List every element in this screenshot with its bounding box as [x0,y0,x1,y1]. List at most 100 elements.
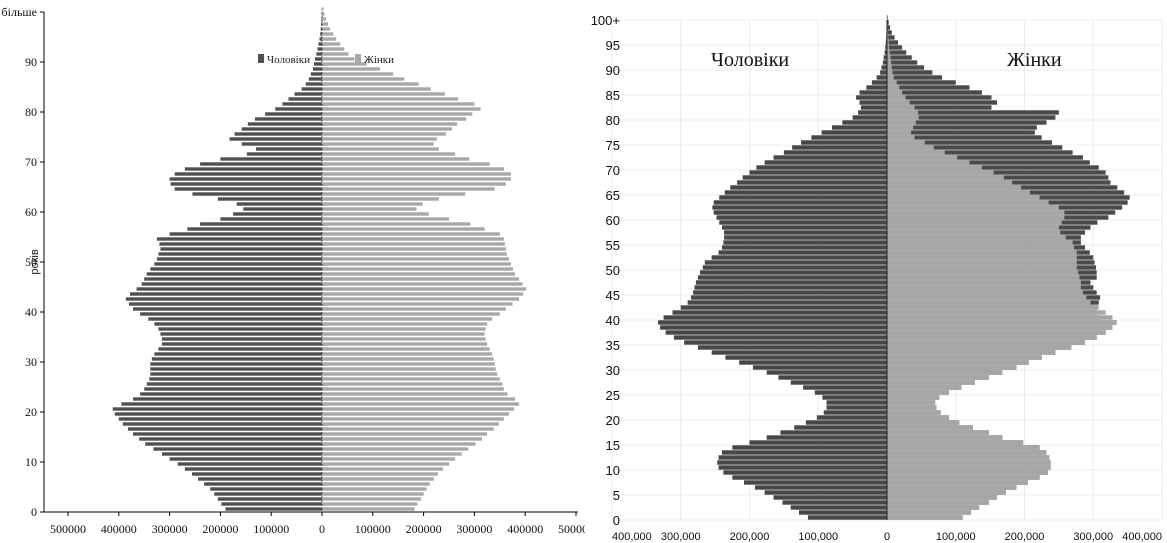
left-female-bar [322,92,445,96]
right-female-excess-bar [887,50,907,55]
left-female-bar [322,292,524,296]
left-female-bar [322,72,394,76]
left-male-bar [317,47,322,51]
left-male-bar [114,412,323,416]
left-male-bar [158,327,322,331]
right-female-bar [887,465,1051,470]
left-male-bar [313,62,322,66]
left-male-bar [125,297,322,301]
right-male-bar [884,50,887,55]
right-female-excess-bar [887,150,1073,155]
right-male-bar [826,405,887,410]
right-female-bar [887,445,1040,450]
right-y-tick-label: 75 [606,138,620,153]
right-female-bar [887,55,891,60]
left-male-bar [133,307,322,311]
right-female-bar [887,275,1080,280]
left-male-bar [158,347,322,351]
right-female-bar [887,400,936,405]
right-male-bar [718,465,887,470]
right-y-tick-label: 80 [606,113,620,128]
right-female-bar [887,145,934,150]
left-female-bar [322,102,475,106]
left-male-bar [145,442,322,446]
right-female-excess-bar [887,145,1063,150]
left-female-bar [322,287,527,291]
left-x-tick-label: 400000 [507,522,543,536]
right-y-tick-labels: 0 5 10 15 20 25 30 35 40 45 50 55 60 65 70 75 80 85 90 95 10… [591,13,620,528]
right-female-excess-bar [887,15,888,20]
right-female-bar [887,40,889,45]
right-male-bar [885,40,887,45]
right-female-bar [887,160,970,165]
right-female-bar [887,240,1073,245]
left-male-bar [154,322,322,326]
left-male-bar [140,392,322,396]
left-male-bar [121,402,322,406]
right-male-bar [871,80,887,85]
right-female-bar [887,220,1062,225]
left-female-bar [322,217,449,221]
right-male-bar [742,175,887,180]
left-male-bar [321,17,322,21]
right-male-bar [665,330,887,335]
right-female-bar [887,405,937,410]
right-y-tick-label: 30 [606,363,620,378]
left-female-bar [322,262,511,266]
right-female-bar [887,505,980,510]
left-male-bar [136,287,322,291]
right-male-bar [658,320,887,325]
right-label-female: Жінки [1007,49,1062,71]
right-male-bar [722,225,887,230]
left-female-bar [322,477,434,481]
left-female-bar [322,342,488,346]
left-male-bar [151,357,322,361]
left-female-bar [322,162,490,166]
left-male-bar [210,487,322,491]
right-female-bar [887,250,1077,255]
left-male-bar [140,312,322,316]
right-male-bar [695,280,887,285]
left-female-bar [322,7,324,11]
left-female-bar [322,267,514,271]
left-female-bar [322,147,439,151]
right-female-bar [887,310,1106,315]
right-female-excess-bar [887,80,956,85]
right-male-bar [883,55,887,60]
right-female-excess-bar [887,165,1099,170]
right-male-bar [732,445,887,450]
left-male-bar [308,77,322,81]
right-x-tick-label: 400,000 [1122,531,1162,543]
right-female-bar [887,475,1040,480]
right-male-bar [737,180,887,185]
right-female-bar [887,150,945,155]
right-female-bar [887,170,994,175]
left-male-bar [184,467,322,471]
left-female-bar [322,62,367,66]
right-female-bar [887,490,1006,495]
right-male-bar [859,90,887,95]
left-x-tick-labels: 500000 400000 300000 200000 100000 0 100000 200… [50,512,585,536]
right-female-excess-bar [887,70,933,75]
right-x-tick-label: 400,000 [612,531,652,543]
right-female-bar [887,270,1079,275]
left-female-bar [322,97,459,101]
right-female-bar [887,460,1051,465]
left-female-bar [322,157,470,161]
right-female-bar [887,260,1077,265]
left-female-bar [322,167,504,171]
left-male-bar [150,267,322,271]
left-female-bar [322,437,483,441]
left-male-bar [200,222,322,226]
right-male-bar [805,420,887,425]
right-female-bar [887,335,1097,340]
left-x-tick-label: 200000 [202,522,238,536]
left-female-bar [322,177,511,181]
left-female-bar [322,77,405,81]
left-male-bar [160,247,322,251]
right-female-bar [887,205,1059,210]
right-female-excess-bar [887,105,992,110]
right-y-tick-label: 50 [606,263,620,278]
left-female-bar [322,297,520,301]
left-y-tick-label: 100 і більше [0,5,37,19]
